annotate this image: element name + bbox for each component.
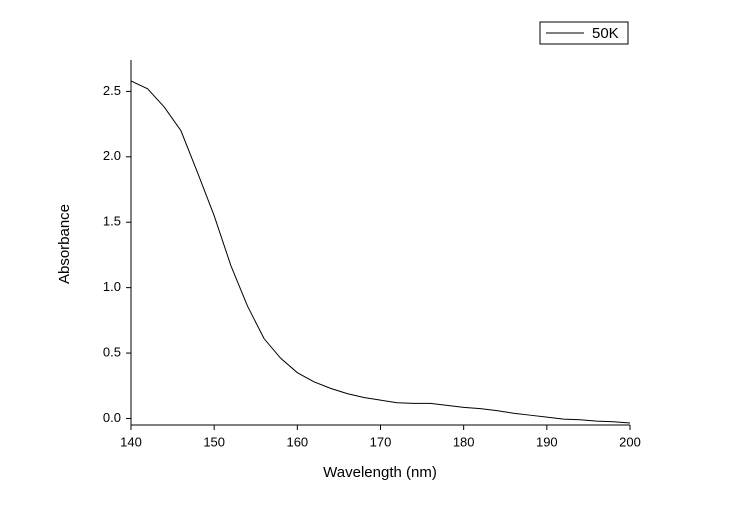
x-tick-label: 140 xyxy=(120,434,142,449)
x-axis-title: Wavelength (nm) xyxy=(323,464,437,481)
y-tick-label: 1.0 xyxy=(103,279,121,294)
x-tick-label: 150 xyxy=(203,434,225,449)
y-tick-label: 2.0 xyxy=(103,148,121,163)
y-tick-label: 1.5 xyxy=(103,214,121,229)
x-tick-label: 190 xyxy=(536,434,558,449)
y-tick-label: 0.5 xyxy=(103,344,121,359)
y-tick-label: 0.0 xyxy=(103,410,121,425)
x-tick-label: 180 xyxy=(453,434,475,449)
data-line xyxy=(130,80,631,424)
x-tick-label: 170 xyxy=(370,434,392,449)
x-tick-label: 200 xyxy=(619,434,641,449)
x-tick-label: 160 xyxy=(286,434,308,449)
y-tick-label: 2.5 xyxy=(103,83,121,98)
y-axis-title: Absorbance xyxy=(56,204,73,284)
legend-label: 50K xyxy=(592,25,619,42)
